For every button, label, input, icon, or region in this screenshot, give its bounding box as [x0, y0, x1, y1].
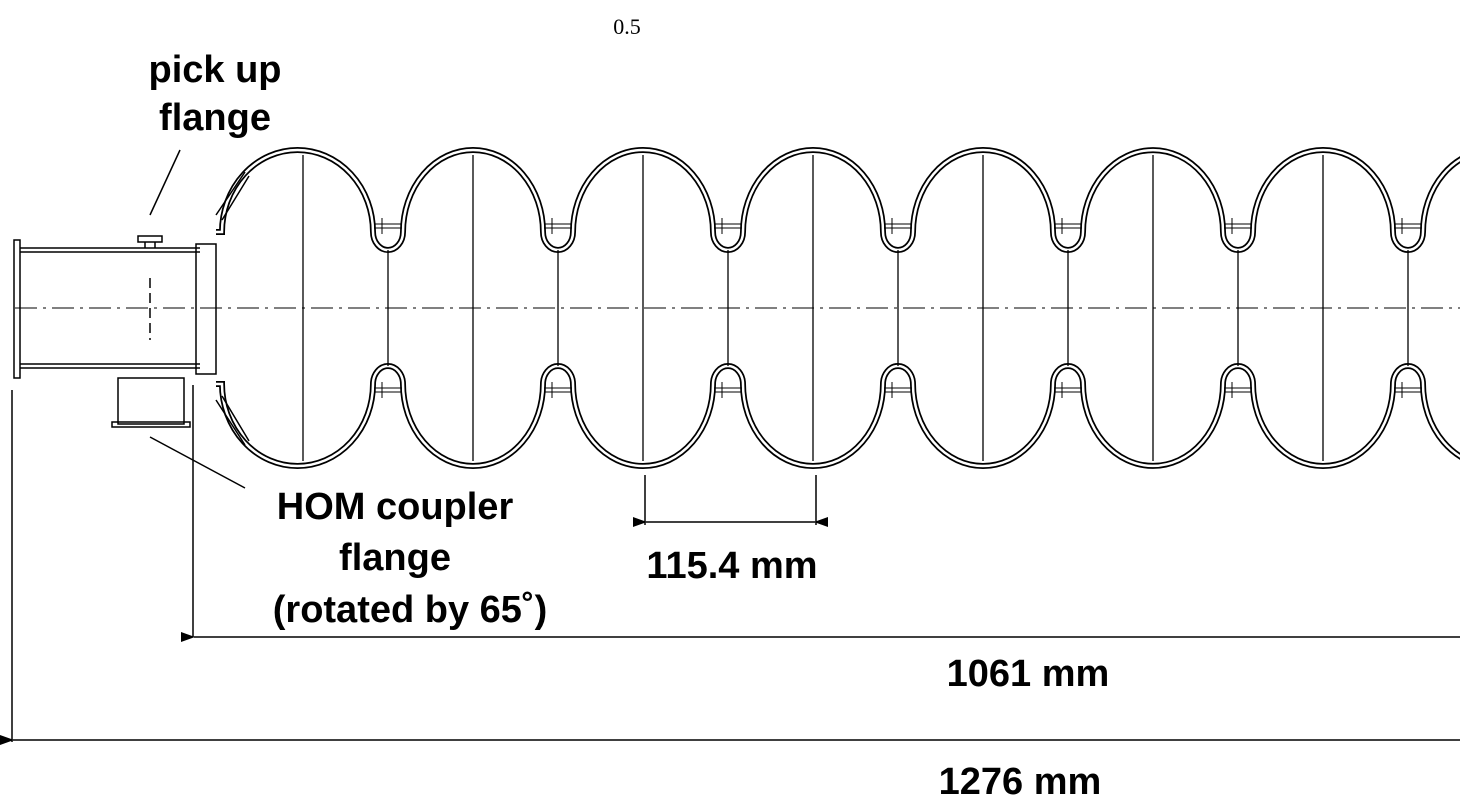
beam-pipe	[13, 171, 250, 446]
dimension-label: 115.4 mm	[646, 545, 817, 587]
hom-label: HOM coupler	[277, 486, 514, 528]
dimension-lines	[0, 385, 1460, 745]
cavity-wall	[216, 148, 1460, 252]
hom-label: flange	[339, 537, 451, 579]
pickup-label: flange	[159, 97, 271, 139]
leader-line	[149, 436, 246, 489]
cavity-wall	[216, 364, 1460, 468]
leader-line	[149, 149, 181, 216]
hom-label: (rotated by 65˚)	[273, 589, 547, 631]
pickup-label: pick up	[148, 49, 281, 91]
scale-label: 0.5	[613, 14, 641, 39]
dimension-label: 1061 mm	[947, 653, 1110, 695]
dimension-label: 1276 mm	[939, 761, 1102, 803]
cavity-drawing	[216, 147, 1460, 469]
